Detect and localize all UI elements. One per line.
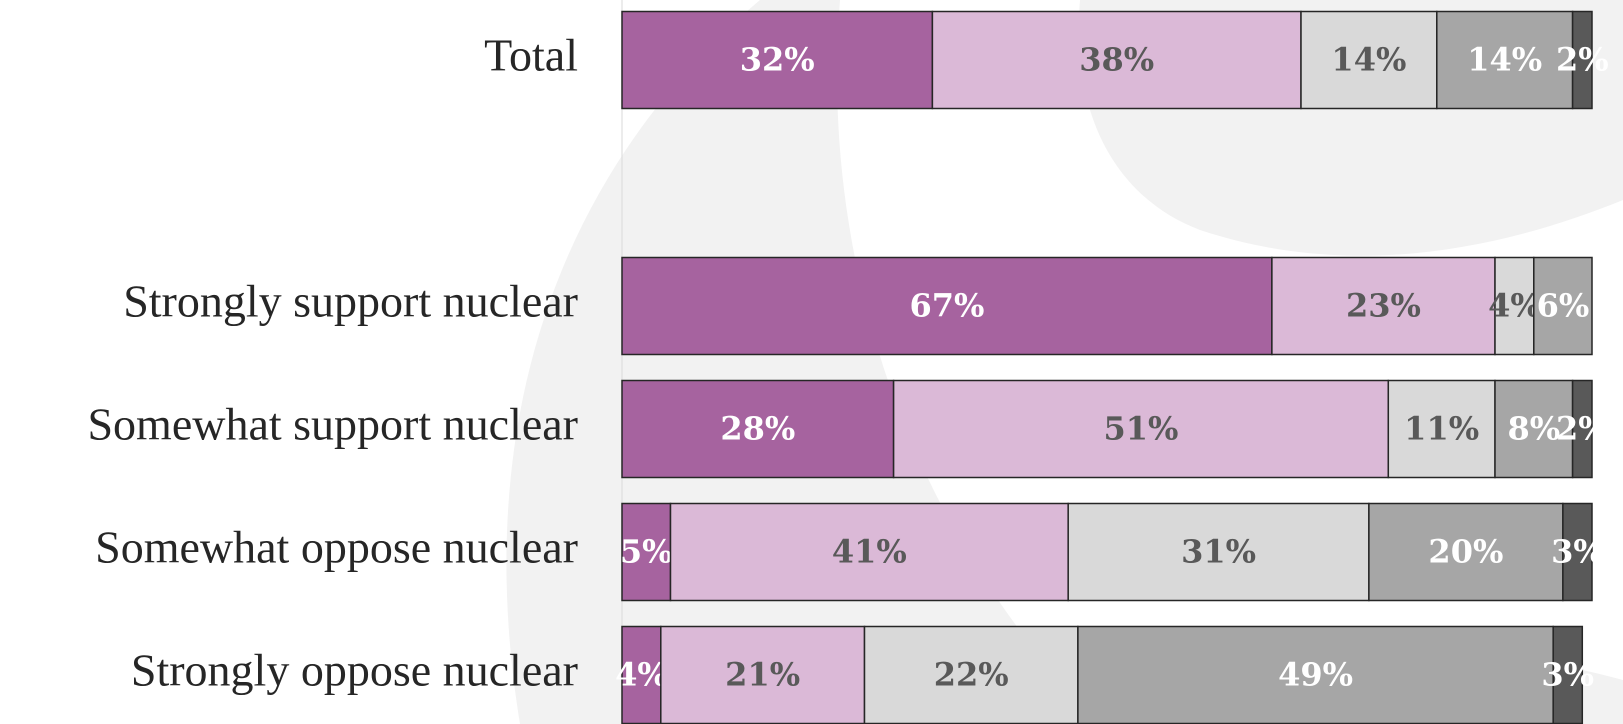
bar-segment — [621, 10, 934, 110]
bar-segment — [1368, 502, 1564, 602]
bar-segment — [892, 379, 1390, 479]
bar-segment — [669, 502, 1069, 602]
bar-segment — [1494, 379, 1574, 479]
value-label: 20% — [1428, 533, 1503, 571]
value-label: 49% — [1278, 656, 1353, 694]
bar-segment — [1571, 379, 1593, 479]
value-label: 32% — [740, 41, 815, 79]
value-label: 31% — [1181, 533, 1256, 571]
bar-segment — [1436, 10, 1574, 110]
value-label: 67% — [909, 287, 984, 325]
category-label: Total — [484, 30, 578, 81]
value-label: 23% — [1346, 287, 1421, 325]
bar-segment — [863, 625, 1079, 724]
bar-segment — [1571, 10, 1593, 110]
bar-segment — [621, 379, 895, 479]
category-label: Strongly oppose nuclear — [131, 645, 578, 696]
bar-segment — [621, 256, 1273, 356]
category-label: Strongly support nuclear — [123, 276, 578, 327]
value-label: 4% — [1488, 287, 1541, 325]
value-label: 14% — [1467, 41, 1542, 79]
value-label: 2% — [1556, 410, 1609, 448]
value-label: 3% — [1541, 656, 1594, 694]
bar-segment — [931, 10, 1302, 110]
value-label: 6% — [1537, 287, 1590, 325]
bar-segment — [621, 625, 662, 724]
value-label: 38% — [1079, 41, 1154, 79]
value-label: 2% — [1556, 41, 1609, 79]
bar-segment — [1300, 10, 1438, 110]
bar-segment — [1562, 502, 1593, 602]
value-label: 28% — [720, 410, 795, 448]
value-label: 11% — [1404, 410, 1479, 448]
value-label: 22% — [934, 656, 1009, 694]
value-label: 51% — [1103, 410, 1178, 448]
value-label: 8% — [1507, 410, 1560, 448]
value-label: 21% — [725, 656, 800, 694]
category-label: Somewhat oppose nuclear — [95, 522, 578, 573]
value-label: 3% — [1551, 533, 1604, 571]
category-label: Somewhat support nuclear — [87, 399, 578, 450]
bar-segment — [1494, 256, 1535, 356]
value-label: 14% — [1331, 41, 1406, 79]
bar-segment — [1533, 256, 1593, 356]
bar-segment — [1067, 502, 1370, 602]
value-label: 41% — [832, 533, 907, 571]
bar-segment — [1271, 256, 1496, 356]
value-label: 5% — [620, 533, 673, 571]
value-label: 4% — [615, 656, 668, 694]
bar-segment — [1387, 379, 1496, 479]
bar-segment — [1077, 625, 1554, 724]
